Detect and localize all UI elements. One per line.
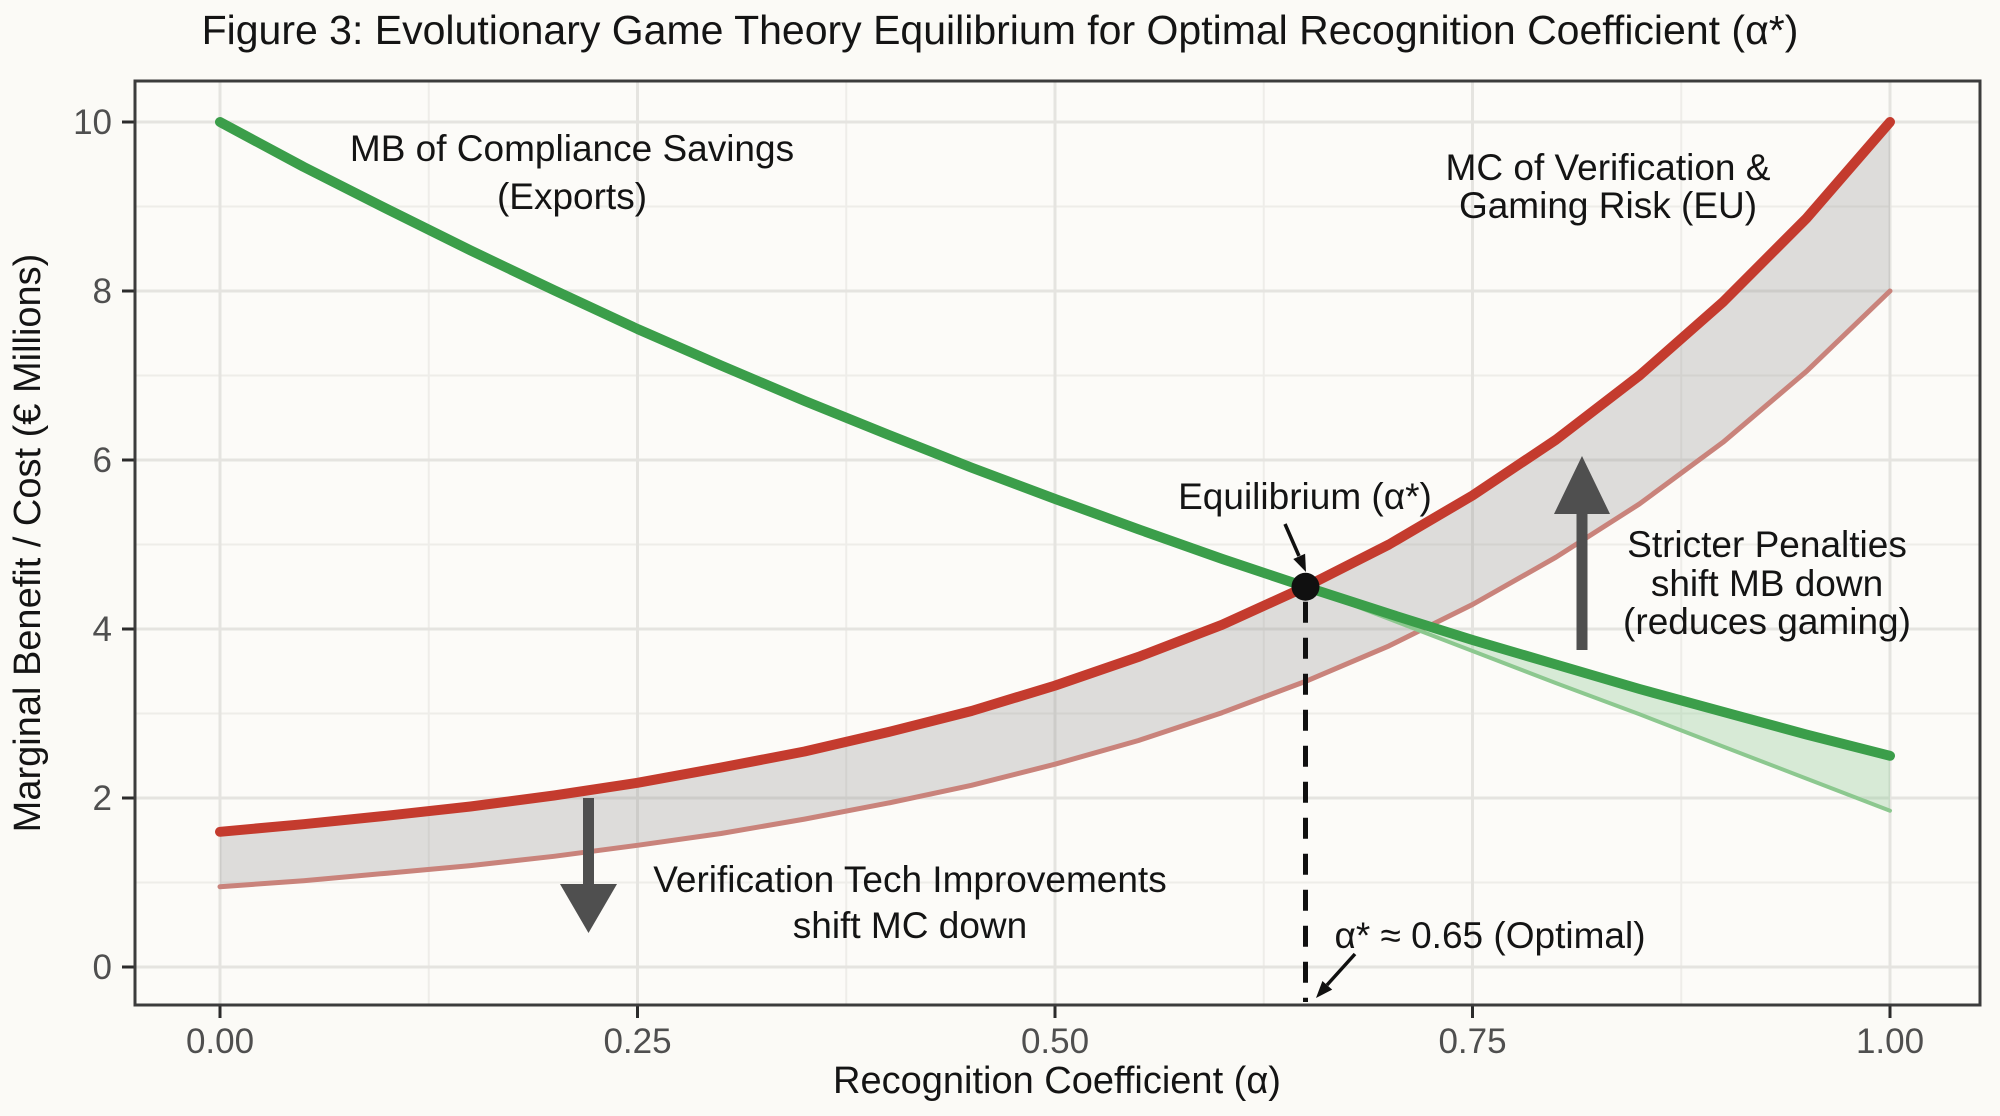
mc-shift-label-line1: Verification Tech Improvements (653, 859, 1166, 900)
mc-curve-label-line2: Gaming Risk (EU) (1459, 185, 1757, 226)
leader-arrowhead-icon (1316, 981, 1333, 998)
mc-shift-label-line2: shift MC down (793, 905, 1027, 946)
arrow-head-down-icon (560, 884, 617, 933)
y-tick-label: 10 (73, 103, 112, 142)
shift-mb-up-arrow (1554, 456, 1610, 650)
leader-line (1325, 952, 1357, 987)
optimal-leader-arrow (1316, 952, 1357, 998)
x-tick-label: 0.50 (1021, 1022, 1089, 1061)
arrow-shaft (583, 798, 594, 886)
mb-curve-label-line1: MB of Compliance Savings (350, 128, 794, 169)
figure-title: Figure 3: Evolutionary Game Theory Equil… (202, 7, 1799, 53)
gridlines (135, 81, 1980, 1005)
y-tick-label: 0 (93, 948, 112, 987)
mb-shift-label-line1: Stricter Penalties (1627, 524, 1907, 565)
x-tick-label: 0.00 (186, 1022, 254, 1061)
equilibrium-marker (1291, 572, 1320, 1002)
curve-series-1 (215, 117, 1895, 837)
x-tick-label: 0.25 (603, 1022, 671, 1061)
y-axis-title: Marginal Benefit / Cost (€ Millions) (7, 254, 49, 833)
y-tick-label: 2 (93, 779, 112, 818)
leader-line (1283, 523, 1301, 557)
y-tick-label: 4 (93, 610, 112, 649)
curves (215, 117, 1895, 890)
axis-ticks (122, 120, 1892, 1018)
mb-shift-label-line3: (reduces gaming) (1623, 601, 1911, 642)
mb-curve-label-line2: (Exports) (497, 176, 647, 217)
x-tick-label: 0.75 (1438, 1022, 1506, 1061)
arrow-head-up-icon (1554, 456, 1610, 514)
y-tick-label: 6 (93, 441, 112, 480)
mc-shift-band (220, 122, 1890, 887)
mc-curve-label-line1: MC of Verification & (1446, 147, 1771, 188)
x-tick-label: 1.00 (1856, 1022, 1924, 1061)
curve-series-2 (217, 288, 1893, 890)
x-axis-title: Recognition Coefficient (α) (833, 1060, 1281, 1102)
panel-border (133, 79, 1982, 1007)
equilibrium-label: Equilibrium (α*) (1178, 476, 1432, 517)
leader-arrowhead-icon (1293, 553, 1306, 572)
curve-series-0 (215, 117, 1895, 761)
y-tick-label: 8 (93, 272, 112, 311)
equilibrium-point (1291, 572, 1320, 601)
arrow-shaft (1576, 512, 1588, 650)
mb-shift-label-line2: shift MB down (1651, 563, 1883, 604)
curve-series-3 (1303, 584, 1892, 813)
shift-mc-down-arrow (560, 798, 617, 933)
optimal-alpha-label: α* ≈ 0.65 (Optimal) (1334, 915, 1645, 956)
equilibrium-leader-arrow (1283, 523, 1306, 572)
